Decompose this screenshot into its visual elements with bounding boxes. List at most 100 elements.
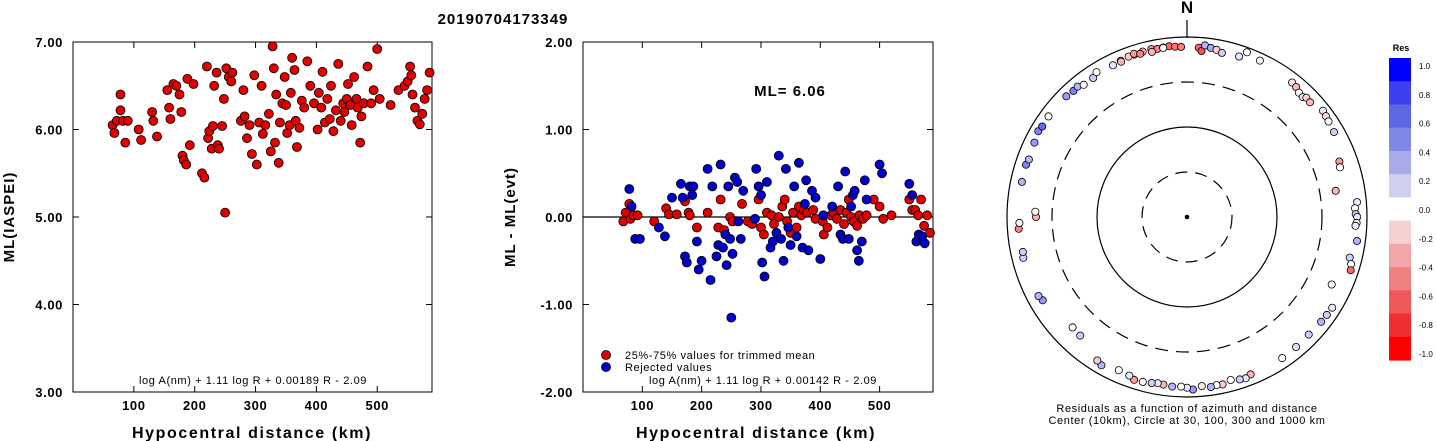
y-tick-label: 1.00	[545, 123, 573, 138]
legend-marker-trimmed	[601, 350, 611, 360]
data-point	[803, 245, 814, 256]
station-residual-point	[1168, 382, 1177, 391]
data-point	[419, 94, 430, 104]
data-point	[856, 236, 867, 247]
station-residual-point	[1177, 382, 1186, 391]
station-residual-point	[1125, 371, 1134, 380]
data-point	[273, 157, 284, 168]
data-point	[414, 119, 425, 130]
data-point	[120, 137, 131, 148]
data-point	[919, 238, 930, 249]
x-tick-label: 500	[365, 398, 389, 413]
data-point	[852, 245, 862, 256]
data-point	[839, 219, 849, 229]
data-point	[721, 260, 732, 271]
data-point	[115, 105, 126, 116]
colorbar-title: Res	[1393, 43, 1410, 53]
data-point	[313, 87, 324, 98]
data-point	[705, 275, 716, 285]
data-point	[268, 63, 279, 74]
data-point	[333, 59, 344, 69]
data-point	[853, 255, 864, 266]
data-point	[827, 201, 838, 212]
data-point	[260, 120, 271, 130]
data-point	[274, 117, 285, 128]
data-point	[791, 222, 802, 233]
data-point	[322, 94, 333, 104]
data-point	[115, 89, 126, 100]
data-point	[330, 105, 341, 116]
data-point	[181, 159, 192, 170]
colorbar-block	[1389, 58, 1411, 82]
data-point	[769, 219, 779, 229]
data-point	[199, 172, 210, 183]
colorbar-block	[1389, 81, 1411, 105]
polar-caption-line1: Residuals as a function of azimuth and d…	[1056, 403, 1317, 415]
data-point	[267, 41, 278, 52]
data-point	[374, 94, 385, 104]
data-point	[759, 271, 770, 282]
colorbar-tick-label: 0.8	[1419, 91, 1431, 100]
data-point	[794, 157, 804, 168]
data-point	[702, 163, 713, 174]
station-residual-point	[1306, 98, 1315, 107]
data-point	[785, 240, 796, 250]
data-point	[727, 248, 738, 259]
data-point	[227, 67, 238, 78]
x-tick-label: 400	[809, 398, 833, 413]
polar-data-points	[1014, 41, 1362, 394]
data-point	[801, 175, 811, 186]
data-point	[767, 236, 778, 247]
station-residual-point	[1197, 382, 1206, 391]
station-residual-point	[1292, 342, 1301, 351]
data-point	[263, 108, 274, 119]
residual-colorbar: Res 1.0 0.8 0.6 0.4 0.2 0.0 -0.2 -0.4 -0.6 -0.8 -1…	[1389, 43, 1433, 361]
x-tick-label: 200	[183, 398, 207, 413]
data-point	[778, 255, 789, 266]
station-residual-point	[1353, 236, 1362, 245]
station-residual-point	[1336, 163, 1345, 172]
ring-30km	[1141, 171, 1233, 263]
station-residual-point	[1278, 354, 1287, 363]
x-tick-label: 100	[122, 398, 146, 413]
data-point	[753, 181, 764, 192]
data-point	[789, 181, 800, 192]
colorbar-block	[1389, 336, 1411, 361]
data-point	[174, 89, 185, 100]
station-residual-point	[1147, 47, 1156, 56]
data-point	[776, 233, 786, 244]
station-residual-point	[1346, 266, 1355, 275]
left-formula: log A(nm) + 1.11 log R + 0.00189 R - 2.0…	[139, 375, 367, 387]
data-point	[385, 100, 396, 110]
x-tick-label: 200	[690, 398, 714, 413]
data-point	[687, 190, 698, 201]
colorbar-block	[1389, 150, 1411, 175]
data-point	[326, 80, 336, 91]
data-point	[750, 213, 760, 224]
data-point	[874, 159, 885, 170]
data-point	[886, 210, 897, 221]
y-tick-label: 0.00	[545, 210, 573, 225]
data-point	[773, 212, 784, 222]
data-point	[257, 128, 268, 139]
data-point	[843, 233, 854, 244]
station-residual-point	[1351, 221, 1360, 230]
data-point	[702, 207, 713, 218]
data-point	[422, 85, 433, 95]
legend-label-rejected: Rejected values	[625, 362, 712, 374]
data-point	[356, 111, 367, 122]
data-point	[779, 194, 790, 205]
data-point	[877, 168, 887, 179]
data-point	[818, 210, 829, 221]
data-point	[339, 107, 350, 117]
data-point	[783, 222, 794, 233]
data-point	[692, 236, 702, 247]
station-residual-point	[1024, 155, 1033, 164]
middle-y-ticks: -2.00 -1.00 0.00 1.00 2.00	[540, 35, 933, 400]
data-point	[302, 56, 313, 67]
station-residual-point	[1093, 356, 1102, 365]
data-point	[874, 201, 885, 212]
station-residual-point	[1138, 377, 1147, 386]
data-point	[328, 126, 339, 137]
colorbar-block	[1389, 313, 1411, 338]
